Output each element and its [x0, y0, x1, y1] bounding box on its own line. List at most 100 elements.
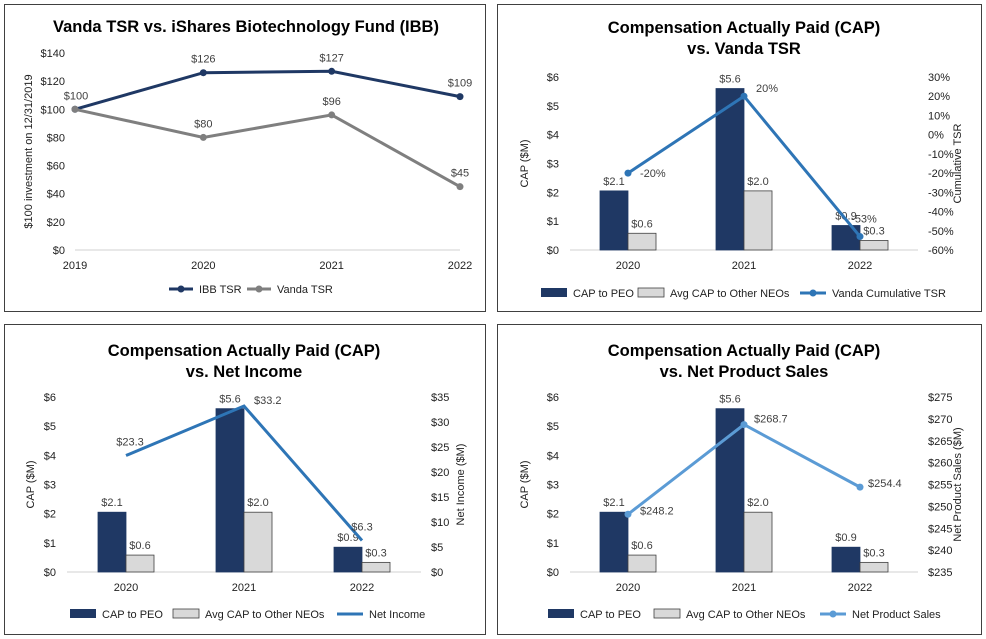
chart-cap-vs-net-income: Compensation Actually Paid (CAP) vs. Net … — [4, 324, 486, 635]
y2-tick-label: -10% — [928, 149, 954, 161]
y2-tick-label: 10% — [928, 110, 950, 122]
x-tick-label: 2019 — [63, 260, 87, 272]
legend-label: Avg CAP to Other NEOs — [670, 288, 790, 300]
y2-tick-label: $245 — [928, 523, 952, 535]
line-point — [856, 483, 864, 491]
y-tick-label: $1 — [44, 538, 56, 550]
bar-cap-to-peo — [333, 546, 363, 573]
point-ibb — [328, 67, 336, 75]
legend-marker — [177, 285, 185, 293]
y-tick-label: $5 — [547, 101, 559, 113]
y-tick-label: $2 — [547, 509, 559, 521]
chart-title-line2: vs. Net Product Sales — [660, 363, 829, 381]
y2-tick-label: -60% — [928, 245, 954, 257]
y2-tick-label: $275 — [928, 392, 952, 404]
point-vanda — [199, 133, 207, 141]
y2-tick-label: $260 — [928, 458, 952, 470]
bar-data-label: $5.6 — [219, 394, 240, 406]
y-tick-label: $0 — [547, 567, 559, 579]
line-point — [740, 421, 748, 429]
line-point — [856, 233, 864, 241]
point-vanda — [456, 183, 464, 191]
y-tick-label: $3 — [44, 480, 56, 492]
y-tick-label: $5 — [44, 421, 56, 433]
bar-avg-cap-other-neos — [743, 511, 773, 573]
line-series — [125, 404, 364, 542]
y-tick-label: $2 — [44, 509, 56, 521]
legend-swatch-neo — [653, 608, 681, 619]
y2-tick-label: $5 — [431, 542, 443, 554]
legend-marker — [829, 610, 837, 618]
line-data-label: -53% — [851, 214, 877, 226]
y-tick-label: $4 — [547, 130, 559, 142]
bar-data-label: $0.9 — [337, 532, 358, 544]
bar-avg-cap-other-neos — [627, 554, 657, 573]
legend-swatch-peo — [541, 288, 567, 297]
line-point — [740, 92, 748, 100]
bar-data-label: $2.1 — [603, 497, 624, 509]
bar-avg-cap-other-neos — [361, 561, 391, 573]
point-ibb — [199, 69, 207, 77]
bar-data-label: $2.0 — [247, 497, 268, 509]
x-tick-label: 2020 — [616, 260, 640, 272]
chart-cap-vs-tsr-svg: Compensation Actually Paid (CAP) vs. Vand… — [519, 19, 964, 300]
line-data-label: $6.3 — [351, 522, 372, 534]
y-tick-label: $120 — [41, 76, 65, 88]
bar-data-label: $2.1 — [603, 176, 624, 188]
line-vanda-tsr — [74, 107, 461, 188]
chart-cap-vs-net-income-svg: Compensation Actually Paid (CAP) vs. Net … — [25, 342, 467, 621]
bar-data-label: $0.6 — [129, 540, 150, 552]
y2-tick-label: $20 — [431, 467, 449, 479]
chart-tsr-vs-ibb-svg: Vanda TSR vs. iShares Biotechnology Fund… — [23, 18, 472, 296]
line-data-label: $33.2 — [254, 395, 282, 407]
y-tick-label: $3 — [547, 480, 559, 492]
line-point — [624, 510, 632, 518]
y2-tick-label: $255 — [928, 480, 952, 492]
data-label: $45 — [451, 168, 469, 180]
y2-axis-title: Cumulative TSR — [952, 124, 964, 204]
y-tick-label: $5 — [547, 421, 559, 433]
chart-title-line1: Compensation Actually Paid (CAP) — [608, 19, 881, 37]
bar-avg-cap-other-neos — [859, 240, 889, 251]
y2-tick-label: $240 — [928, 545, 952, 557]
x-tick-label: 2021 — [232, 582, 256, 594]
y-axis-title: $100 investment on 12/31/2019 — [23, 74, 35, 228]
y2-tick-label: $25 — [431, 442, 449, 454]
line-data-label: $23.3 — [116, 437, 144, 449]
y-tick-label: $60 — [47, 161, 65, 173]
legend-swatch-peo — [70, 609, 96, 618]
chart-title-line1: Compensation Actually Paid (CAP) — [108, 342, 381, 360]
bar-cap-to-peo — [831, 546, 861, 573]
y2-tick-label: 0% — [928, 130, 944, 142]
y2-tick-label: $10 — [431, 517, 449, 529]
legend-swatch-peo — [548, 609, 574, 618]
x-tick-label: 2022 — [848, 582, 872, 594]
y2-tick-label: $35 — [431, 392, 449, 404]
y2-tick-label: $235 — [928, 567, 952, 579]
x-tick-label: 2022 — [448, 260, 472, 272]
bar-data-label: $5.6 — [719, 394, 740, 406]
legend-label: Avg CAP to Other NEOs — [686, 609, 806, 621]
y-tick-label: $2 — [547, 187, 559, 199]
legend-marker — [255, 285, 263, 293]
line-data-label: $268.7 — [754, 414, 788, 426]
bar-data-label: $0.6 — [631, 218, 652, 230]
bar-data-label: $0.3 — [365, 547, 386, 559]
y-tick-label: $40 — [47, 189, 65, 201]
bar-cap-to-peo — [599, 511, 629, 573]
chart-cap-vs-net-sales-svg: Compensation Actually Paid (CAP) vs. Net … — [519, 342, 964, 621]
y2-axis-title: Net Income ($M) — [455, 444, 467, 526]
bar-cap-to-peo — [715, 88, 745, 251]
line-point — [624, 169, 632, 177]
data-label: $80 — [194, 118, 212, 130]
y-tick-label: $3 — [547, 159, 559, 171]
line-data-label: $248.2 — [640, 505, 674, 517]
y-axis-title: CAP ($M) — [519, 460, 531, 508]
point-ibb — [456, 93, 464, 101]
x-tick-label: 2021 — [732, 260, 756, 272]
y-tick-label: $4 — [44, 450, 56, 462]
data-label: $100 — [64, 90, 88, 102]
y-tick-label: $4 — [547, 450, 559, 462]
bar-cap-to-peo — [715, 408, 745, 573]
bar-data-label: $0.6 — [631, 540, 652, 552]
